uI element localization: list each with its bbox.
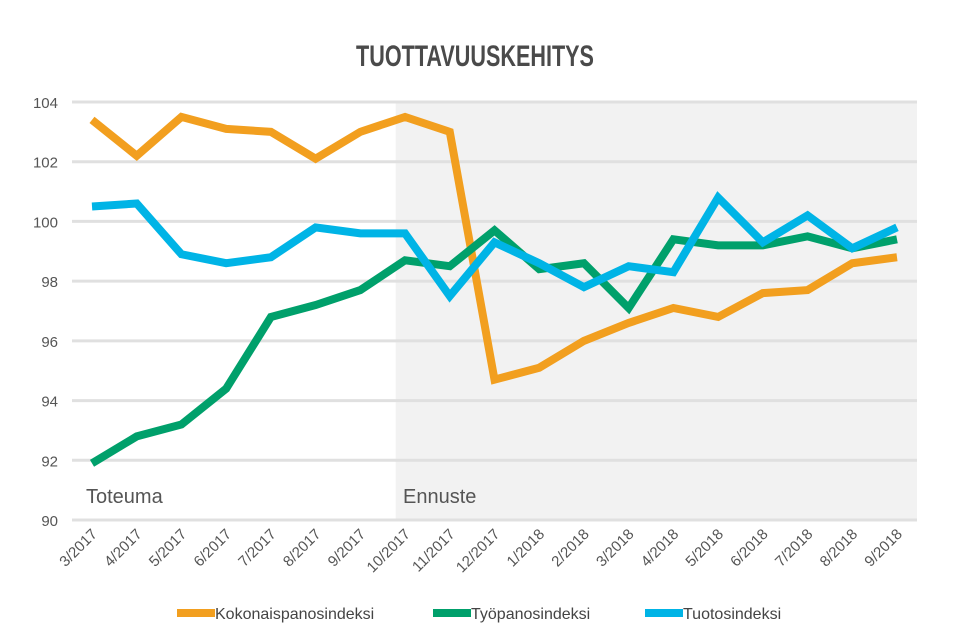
series-line-3 xyxy=(91,191,899,303)
legend-swatch xyxy=(433,609,471,617)
x-tick-label: 6/2018 xyxy=(727,526,771,570)
x-tick-label: 7/2017 xyxy=(235,526,279,570)
legend-label: Kokonaispanosindeksi xyxy=(215,606,374,623)
x-tick-label: 6/2017 xyxy=(191,526,235,570)
x-tick-label: 8/2018 xyxy=(817,526,861,570)
x-tick-label: 7/2018 xyxy=(772,526,816,570)
annotation-forecast: Ennuste xyxy=(403,486,476,508)
x-tick-label: 1/2018 xyxy=(504,526,548,570)
y-tick-label: 102 xyxy=(33,155,58,172)
x-tick-label: 5/2018 xyxy=(682,526,726,570)
legend-label: Työpanosindeksi xyxy=(471,606,590,623)
x-tick-label: 4/2017 xyxy=(101,526,145,570)
x-tick-label: 11/2017 xyxy=(409,526,459,576)
x-tick-label: 4/2018 xyxy=(638,526,682,570)
series-line-1 xyxy=(89,112,898,385)
x-tick-label: 9/2017 xyxy=(325,526,369,570)
x-tick-label: 3/2017 xyxy=(56,526,100,570)
y-tick-label: 96 xyxy=(41,334,58,351)
legend-swatch xyxy=(177,609,215,617)
annotation-actual: Toteuma xyxy=(86,486,164,508)
chart-title: TUOTTAVUUSKEHITYS xyxy=(356,38,594,72)
x-tick-label: 10/2017 xyxy=(364,526,414,576)
x-tick-label: 3/2018 xyxy=(593,526,637,570)
x-tick-label: 9/2018 xyxy=(861,526,905,570)
y-tick-label: 98 xyxy=(41,274,58,291)
legend-swatch xyxy=(645,609,683,617)
y-tick-label: 94 xyxy=(41,394,58,411)
legend-label: Tuotosindeksi xyxy=(683,606,781,623)
x-tick-label: 12/2017 xyxy=(453,526,503,576)
x-tick-label: 5/2017 xyxy=(146,526,190,570)
y-tick-label: 104 xyxy=(33,95,58,112)
x-tick-label: 2/2018 xyxy=(548,526,592,570)
y-tick-label: 90 xyxy=(41,513,58,530)
x-tick-label: 8/2017 xyxy=(280,526,324,570)
y-tick-label: 92 xyxy=(41,453,58,470)
y-tick-label: 100 xyxy=(33,214,58,231)
